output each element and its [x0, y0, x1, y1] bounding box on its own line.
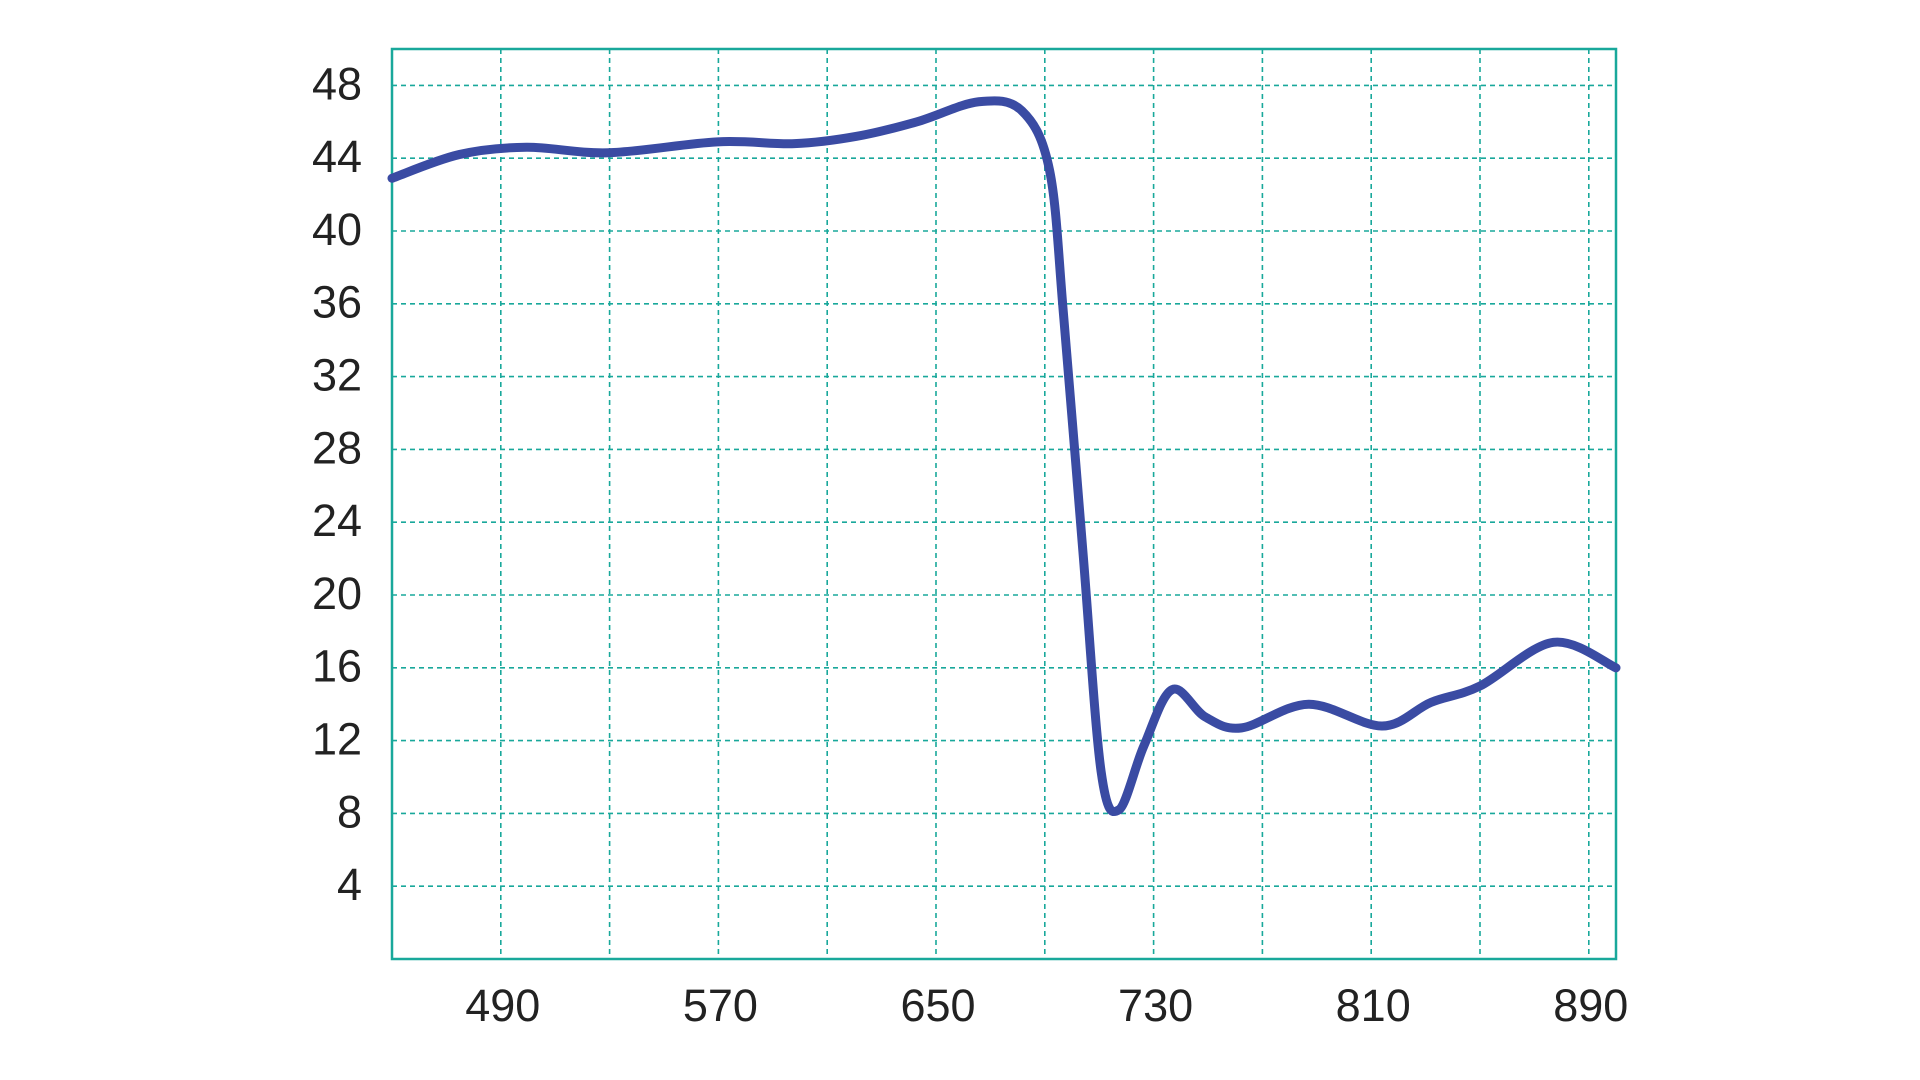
x-tick-label: 570	[683, 980, 758, 1031]
y-tick-label: 4	[337, 859, 362, 910]
y-tick-label: 8	[337, 786, 362, 837]
x-tick-label: 810	[1336, 980, 1411, 1031]
y-tick-label: 24	[312, 495, 362, 546]
y-tick-label: 20	[312, 568, 362, 619]
x-tick-label: 890	[1553, 980, 1628, 1031]
y-tick-label: 28	[312, 422, 362, 473]
y-tick-label: 12	[312, 713, 362, 764]
x-tick-label: 730	[1118, 980, 1193, 1031]
y-tick-label: 16	[312, 641, 362, 692]
y-tick-label: 44	[312, 131, 362, 182]
y-tick-label: 40	[312, 204, 362, 255]
x-tick-label: 490	[465, 980, 540, 1031]
y-tick-label: 48	[312, 58, 362, 109]
data-line	[387, 96, 1621, 817]
plot-border	[390, 47, 1618, 961]
y-tick-label: 36	[312, 277, 362, 328]
y-tick-label: 32	[312, 349, 362, 400]
x-tick-label: 650	[900, 980, 975, 1031]
